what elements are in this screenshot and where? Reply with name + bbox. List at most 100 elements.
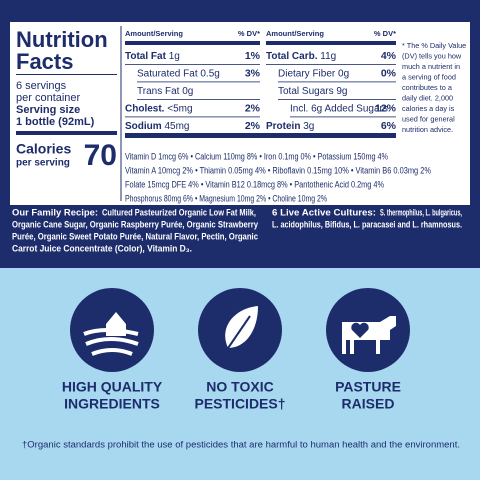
para-line: Organic Cane Sugar, Organic Raspberry Pu… bbox=[12, 220, 259, 231]
serving-size-label: Serving size bbox=[16, 104, 80, 116]
heart bbox=[351, 322, 369, 338]
row-amount: 45mg bbox=[164, 121, 189, 132]
row: Trans Fat 0g bbox=[137, 86, 193, 97]
dv-footnote: nutrition advice. bbox=[402, 125, 453, 134]
rule bbox=[125, 133, 396, 138]
vitamin-line: Phosphorus 80mg 6% • Magnesium 10mg 2% •… bbox=[125, 193, 327, 203]
row-name: Incl. 6g Added Sugars bbox=[290, 103, 388, 114]
vitamin-line: Vitamin D 1mcg 6% • Calcium 110mg 8% • I… bbox=[125, 151, 388, 161]
row-dv: 3% bbox=[245, 67, 261, 79]
serving-size: 1 bottle (92mL) bbox=[16, 116, 95, 128]
title: Facts bbox=[16, 49, 73, 74]
calories: 70 bbox=[84, 139, 117, 172]
rule bbox=[16, 131, 117, 135]
row-dv: 1% bbox=[245, 50, 261, 62]
row-amount: 11g bbox=[320, 51, 336, 62]
row-name: Total Carb. bbox=[266, 51, 318, 62]
row-amount: 0g bbox=[338, 68, 349, 79]
dv-footnote: much a nutrient in bbox=[402, 62, 460, 71]
row: Incl. 6g Added Sugars bbox=[290, 103, 388, 114]
row-name: Total Sugars bbox=[278, 86, 334, 97]
row-name: Trans Fat bbox=[137, 86, 180, 97]
row-amount: 0.5g bbox=[200, 68, 219, 79]
dv-footnote: a serving of food bbox=[402, 72, 456, 81]
row-amount: 9g bbox=[336, 86, 347, 97]
row-dv: 12% bbox=[375, 102, 397, 114]
row-dv: 4% bbox=[381, 50, 397, 62]
para-line: Carrot Juice Concentrate (Color), Vitami… bbox=[12, 244, 192, 255]
row-name: Saturated Fat bbox=[137, 68, 198, 79]
row: Total Sugars 9g bbox=[278, 86, 348, 97]
dv-footnote: daily diet. 2,000 bbox=[402, 93, 453, 102]
dv-footnote: (DV) tells you how bbox=[402, 51, 462, 60]
dv-footnote: * The % Daily Value bbox=[402, 41, 466, 50]
row-name: Dietary Fiber bbox=[278, 68, 336, 79]
feature-label: HIGH QUALITY bbox=[62, 379, 163, 395]
row: Dietary Fiber 0g bbox=[278, 68, 349, 79]
row-dv: 0% bbox=[381, 67, 397, 79]
table-header: Amount/Serving bbox=[125, 29, 183, 38]
icon-art bbox=[83, 312, 139, 356]
footnote: †Organic standards prohibit the use of p… bbox=[22, 439, 460, 449]
calories-sub: per serving bbox=[16, 158, 70, 169]
field bbox=[83, 328, 139, 356]
para-line: Cultured Pasteurized Organic Low Fat Mil… bbox=[102, 208, 256, 219]
dv-footnote: contributes to a bbox=[402, 83, 453, 92]
table-header: % DV* bbox=[238, 29, 260, 38]
vein bbox=[223, 315, 251, 355]
icon-art bbox=[223, 306, 258, 355]
feature-label: INGREDIENTS bbox=[64, 396, 160, 412]
dv-footnote: calories a day is bbox=[402, 104, 455, 113]
row-amount: 1g bbox=[169, 51, 180, 62]
row: Protein 3g bbox=[266, 121, 314, 132]
vitamin-line: Vitamin A 10mcg 2% • Thiamin 0.05mg 4% •… bbox=[125, 165, 431, 175]
row: Total Fat 1g bbox=[125, 51, 180, 62]
servings: per container bbox=[16, 92, 81, 104]
label-box bbox=[10, 22, 470, 205]
feature-label: NO TOXIC bbox=[206, 379, 273, 395]
icon-art bbox=[342, 316, 396, 354]
calories-label: Calories bbox=[16, 141, 71, 157]
rule bbox=[125, 116, 260, 118]
row: Saturated Fat 0.5g bbox=[137, 68, 220, 79]
row-dv: 2% bbox=[245, 120, 261, 132]
feature-label: PESTICIDES† bbox=[194, 396, 285, 412]
vitamin-line: Folate 15mcg DFE 4% • Vitamin B12 0.18mc… bbox=[125, 179, 384, 189]
feature-label: RAISED bbox=[342, 396, 395, 412]
feature-label: PASTURE bbox=[335, 379, 401, 395]
rule bbox=[137, 81, 260, 83]
row-dv: 6% bbox=[381, 120, 397, 132]
rule bbox=[137, 99, 260, 100]
row-dv: 2% bbox=[245, 102, 261, 114]
rule bbox=[278, 99, 396, 100]
row-name: Total Fat bbox=[125, 51, 167, 62]
rule bbox=[266, 64, 396, 65]
title: Nutrition bbox=[16, 27, 108, 52]
row-name: Sodium bbox=[125, 121, 162, 132]
para-label: Our Family Recipe: bbox=[12, 208, 98, 219]
row-amount: 3g bbox=[303, 121, 314, 132]
row: Cholest. <5mg bbox=[125, 103, 193, 114]
row-amount: 0g bbox=[182, 86, 193, 97]
dv-footnote: used for general bbox=[402, 114, 455, 123]
row-amount: <5mg bbox=[167, 103, 192, 114]
para-line: L. acidophilus, Bifidus, L. paracasei an… bbox=[272, 220, 462, 231]
table-header: % DV* bbox=[374, 29, 396, 38]
row-name: Protein bbox=[266, 121, 300, 132]
rule bbox=[266, 41, 396, 45]
rule bbox=[125, 64, 260, 65]
para-line: S. thermophilus, L. bulgaricus, bbox=[380, 208, 462, 219]
row: Total Carb. 11g bbox=[266, 51, 336, 62]
servings: 6 servings bbox=[16, 80, 67, 92]
rule bbox=[278, 81, 396, 83]
para-label: 6 Live Active Cultures: bbox=[272, 208, 376, 219]
table-header: Amount/Serving bbox=[266, 29, 324, 38]
para-line: Purée, Organic Sweet Potato Purée, Natur… bbox=[12, 232, 258, 243]
rule bbox=[125, 41, 260, 45]
rule bbox=[290, 116, 396, 118]
rule bbox=[16, 74, 117, 75]
row-name: Cholest. bbox=[125, 103, 165, 114]
row: Sodium 45mg bbox=[125, 121, 189, 132]
